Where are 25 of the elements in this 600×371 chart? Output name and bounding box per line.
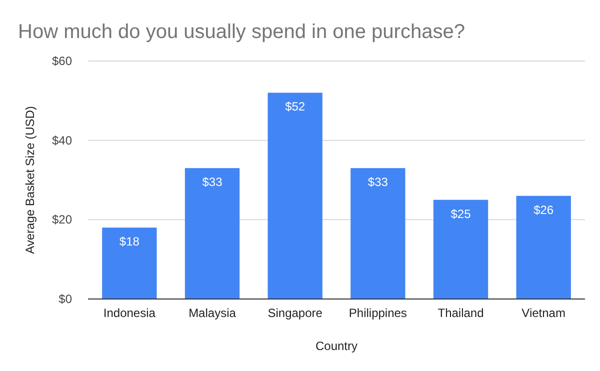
x-tick-label: Singapore: [268, 306, 323, 320]
bar: [268, 92, 322, 299]
y-tick-label: $60: [52, 54, 72, 68]
x-tick-label: Indonesia: [103, 306, 156, 320]
data-label: $33: [368, 175, 388, 190]
chart-title: How much do you usually spend in one purchase?: [18, 21, 465, 43]
data-label: $26: [534, 202, 554, 217]
x-tick-label: Philippines: [348, 306, 407, 320]
bar: [184, 168, 240, 299]
data-label: $33: [202, 175, 223, 190]
data-label: $25: [450, 206, 472, 221]
data-label: $52: [285, 100, 306, 114]
bar: [102, 228, 157, 299]
x-tick-label: Vietnam: [522, 306, 566, 320]
y-tick-label: $0: [58, 292, 72, 306]
y-tick-label: $40: [52, 133, 72, 148]
bar: [433, 200, 488, 299]
bar: [516, 196, 571, 299]
data-label: $18: [119, 234, 140, 249]
x-tick-label: Thailand: [438, 306, 484, 320]
bar: [350, 168, 406, 299]
x-axis-title: Country: [315, 339, 358, 353]
y-axis-title: Average Basket Size (USD): [23, 106, 37, 254]
x-tick-label: Malaysia: [188, 306, 236, 320]
y-tick-label: $20: [52, 212, 72, 227]
